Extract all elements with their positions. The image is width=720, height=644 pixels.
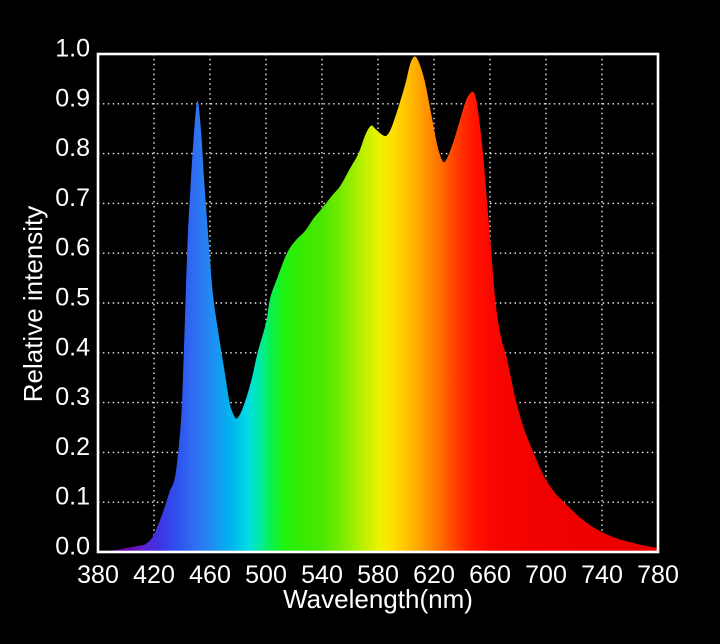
y-tick-label: 0.9 xyxy=(55,84,90,112)
y-tick-label: 0.7 xyxy=(55,184,90,212)
y-tick-label: 0.6 xyxy=(55,234,90,262)
y-tick-labels: 0.0 0.1 0.2 0.3 0.4 0.5 0.6 0.7 0.8 0.9 1.0 xyxy=(55,35,90,561)
y-tick-label: 0.1 xyxy=(55,483,90,511)
x-tick-labels: 380 420 460 500 540 580 620 660 700 740 780 xyxy=(77,561,679,589)
x-tick-label: 420 xyxy=(133,561,175,589)
x-tick-label: 780 xyxy=(637,561,679,589)
spectrum-area xyxy=(98,56,658,552)
x-tick-label: 700 xyxy=(525,561,567,589)
y-tick-label: 0.0 xyxy=(55,533,90,561)
y-tick-label: 1.0 xyxy=(55,35,90,63)
x-tick-label: 540 xyxy=(301,561,343,589)
plot-border xyxy=(96,52,660,554)
x-tick-label: 620 xyxy=(413,561,455,589)
y-tick-label: 0.4 xyxy=(55,333,90,361)
y-tick-label: 0.3 xyxy=(55,383,90,411)
y-axis-title: Relative intensity xyxy=(18,206,48,403)
y-tick-label: 0.2 xyxy=(55,433,90,461)
x-axis-title: Wavelength(nm) xyxy=(283,584,473,614)
x-tick-label: 660 xyxy=(469,561,511,589)
x-tick-label: 460 xyxy=(189,561,231,589)
y-tick-label: 0.8 xyxy=(55,134,90,162)
y-tick-label: 0.5 xyxy=(55,284,90,312)
x-tick-label: 380 xyxy=(77,561,119,589)
x-tick-label: 580 xyxy=(357,561,399,589)
x-tick-label: 740 xyxy=(581,561,623,589)
x-tick-label: 500 xyxy=(245,561,287,589)
